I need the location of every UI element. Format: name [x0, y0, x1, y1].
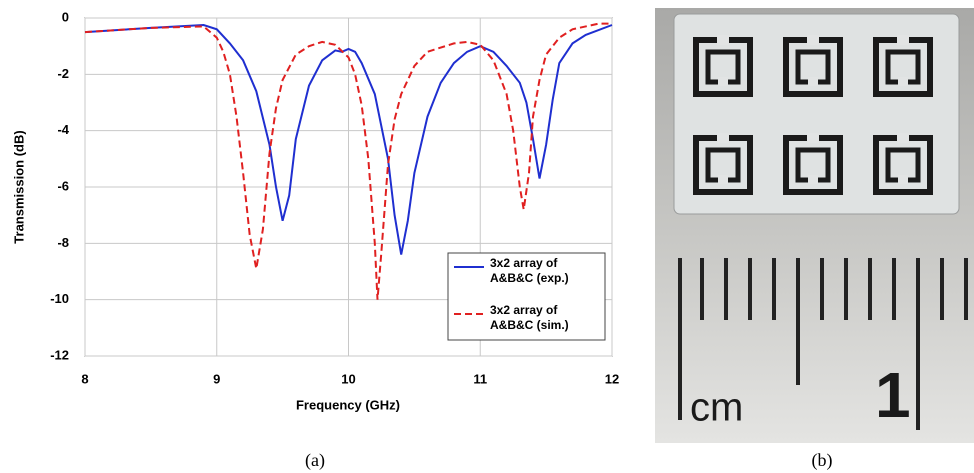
caption: (b): [812, 450, 833, 471]
y-tick-label: -4: [57, 122, 69, 137]
y-tick-label: -6: [57, 178, 69, 193]
legend-label: 3x2 array of A&B&C (sim.): [490, 303, 569, 332]
y-tick-label: -12: [50, 347, 69, 362]
x-tick-label: 10: [341, 371, 355, 386]
ruler-unit: cm: [690, 386, 743, 430]
y-axis-label: Transmission (dB): [11, 130, 26, 243]
y-tick-label: -8: [57, 235, 69, 250]
x-tick-label: 8: [81, 371, 88, 386]
y-tick-label: -2: [57, 66, 69, 81]
x-axis-label: Frequency (GHz): [296, 397, 400, 412]
photo: cm 1: [655, 8, 974, 443]
x-tick-label: 12: [605, 371, 619, 386]
x-tick-label: 11: [473, 371, 487, 386]
series-line: [84, 23, 613, 255]
caption: (a): [305, 450, 325, 471]
y-tick-label: -10: [50, 291, 69, 306]
y-tick-label: 0: [62, 9, 69, 24]
legend-label: 3x2 array of A&B&C (exp.): [490, 256, 569, 285]
ruler-number: 1: [875, 359, 911, 431]
series-line: [84, 22, 612, 300]
x-tick-label: 9: [213, 371, 220, 386]
